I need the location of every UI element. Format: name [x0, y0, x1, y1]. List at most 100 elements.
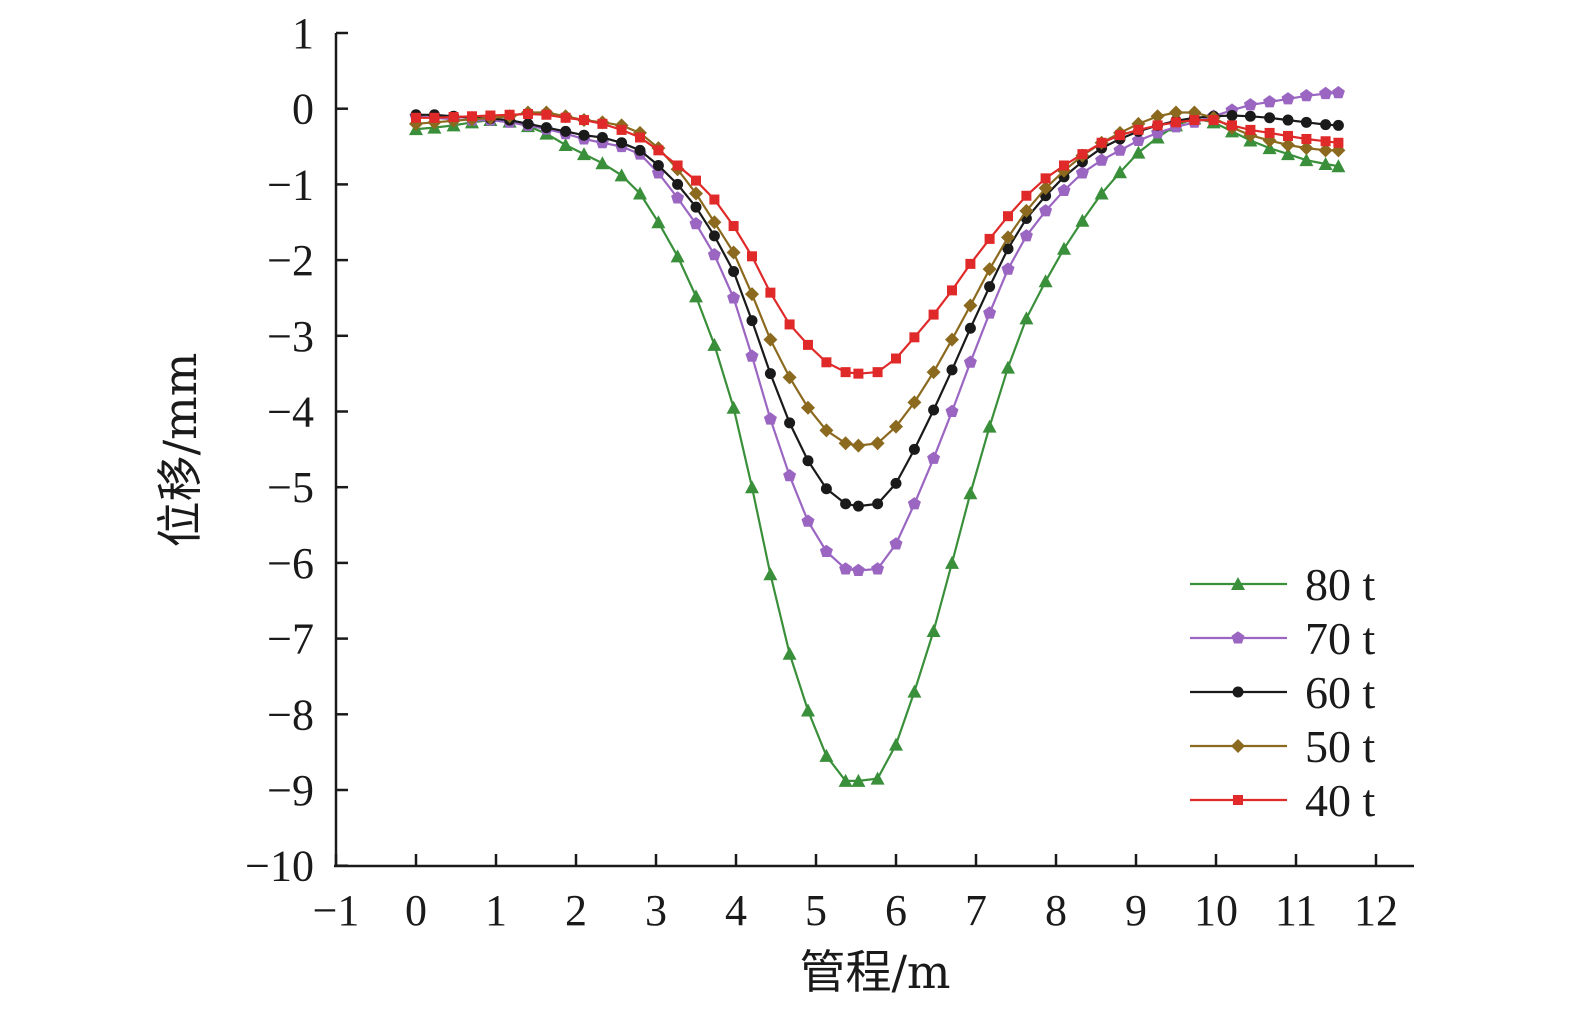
- data-point: [851, 438, 866, 453]
- data-point: [963, 298, 978, 313]
- y-tick-label: −10: [245, 842, 314, 891]
- data-point: [984, 281, 996, 293]
- data-point: [635, 132, 645, 143]
- data-point: [577, 147, 591, 161]
- data-point: [1113, 165, 1127, 179]
- data-point: [907, 395, 922, 410]
- data-point: [616, 137, 628, 149]
- x-tick-label: 1: [485, 886, 507, 935]
- data-point: [689, 289, 703, 303]
- x-tick-label: 5: [805, 886, 827, 935]
- data-point: [429, 112, 440, 123]
- data-point: [595, 156, 610, 170]
- data-point: [984, 233, 995, 244]
- data-point: [801, 514, 815, 527]
- data-point: [1318, 143, 1333, 158]
- data-point: [802, 455, 814, 467]
- data-point: [616, 124, 627, 135]
- data-point: [1243, 98, 1257, 111]
- data-point: [1299, 89, 1313, 102]
- legend-marker: [1232, 686, 1244, 698]
- data-point: [851, 563, 865, 576]
- data-point: [1189, 115, 1200, 126]
- legend-label: 50 t: [1305, 721, 1376, 772]
- data-point: [1244, 110, 1256, 122]
- data-point: [945, 332, 959, 347]
- x-tick-label: 10: [1194, 886, 1238, 935]
- data-point: [1094, 186, 1109, 200]
- data-point: [819, 748, 834, 762]
- data-point: [852, 500, 864, 512]
- data-point: [1300, 116, 1312, 128]
- data-point: [819, 423, 834, 438]
- y-axis-title: 位移/mm: [153, 353, 207, 548]
- data-point: [907, 497, 921, 510]
- data-point: [448, 112, 459, 123]
- data-point: [982, 262, 997, 277]
- y-tick-label: −8: [267, 690, 314, 739]
- data-point: [803, 339, 813, 350]
- data-point: [928, 309, 939, 320]
- x-axis-ticks: −1 0 1 2 3 4 5 6 7 8 9 10 11 12: [313, 854, 1398, 935]
- data-point: [872, 498, 884, 510]
- data-point: [926, 624, 941, 638]
- data-point: [691, 175, 701, 186]
- data-point: [1281, 92, 1295, 105]
- data-point: [728, 221, 739, 232]
- data-point: [870, 771, 885, 785]
- data-point: [872, 367, 883, 378]
- data-point: [1001, 262, 1015, 275]
- data-point: [651, 215, 666, 229]
- data-point: [1150, 109, 1165, 124]
- data-point: [801, 400, 815, 415]
- legend-label: 80 t: [1305, 559, 1376, 610]
- data-point: [1319, 86, 1333, 100]
- x-tick-label: 4: [725, 886, 747, 935]
- data-point: [671, 191, 685, 204]
- y-tick-label: 1: [292, 9, 314, 58]
- data-point: [820, 483, 832, 495]
- data-point: [1001, 360, 1015, 374]
- legend-item: 70 t: [1190, 613, 1376, 664]
- data-point: [1115, 130, 1125, 141]
- data-point: [411, 112, 421, 123]
- data-point: [1331, 86, 1345, 99]
- series-layer: [409, 86, 1346, 787]
- data-point: [947, 285, 957, 296]
- legend-marker: [1231, 577, 1245, 590]
- data-point: [927, 451, 941, 464]
- y-tick-label: −6: [267, 539, 314, 588]
- data-point: [652, 159, 664, 171]
- data-point: [560, 112, 571, 123]
- series-line: [415, 111, 1339, 447]
- data-point: [838, 773, 853, 787]
- data-point: [763, 567, 778, 581]
- series-50t: [409, 105, 1346, 453]
- x-tick-label: 7: [965, 886, 987, 935]
- data-point: [1131, 145, 1146, 159]
- data-point: [1095, 153, 1109, 166]
- data-point: [1262, 141, 1277, 155]
- data-point: [819, 544, 833, 557]
- data-point: [467, 111, 477, 122]
- y-tick-label: −9: [267, 766, 314, 815]
- data-point: [1169, 105, 1183, 120]
- data-point: [889, 419, 903, 434]
- data-point: [1059, 160, 1069, 171]
- data-point: [1320, 136, 1331, 147]
- data-point: [1057, 183, 1071, 196]
- data-point: [745, 480, 759, 494]
- data-point: [634, 144, 646, 156]
- data-point: [945, 404, 959, 417]
- y-tick-label: −1: [267, 160, 314, 209]
- data-point: [763, 412, 777, 425]
- data-point: [840, 498, 852, 510]
- data-point: [909, 332, 920, 343]
- data-point: [540, 122, 552, 134]
- data-point: [1019, 311, 1034, 325]
- data-point: [1299, 153, 1314, 167]
- data-point: [1096, 137, 1107, 148]
- data-point: [1226, 110, 1238, 122]
- data-point: [1227, 120, 1237, 131]
- data-point: [1264, 112, 1276, 124]
